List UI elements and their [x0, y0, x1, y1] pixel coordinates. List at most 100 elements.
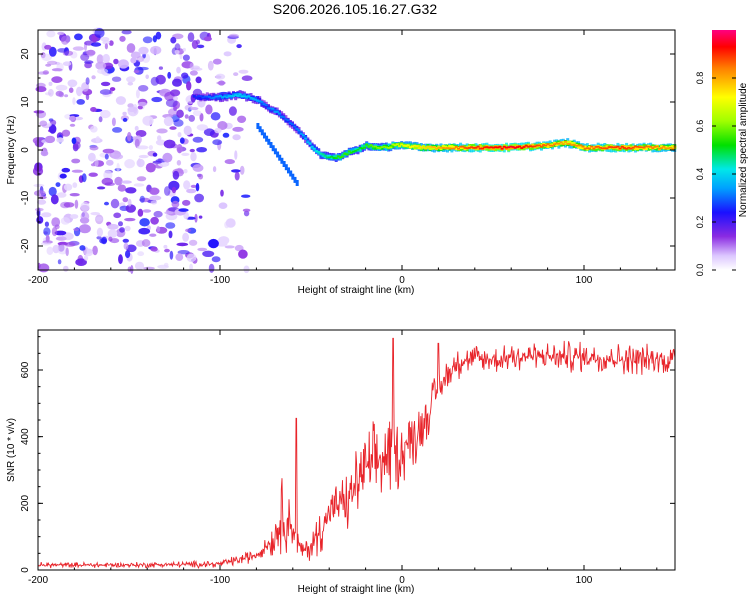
- noise-blob: [102, 148, 115, 154]
- ridge-segment: [671, 147, 674, 150]
- noise-blob: [123, 242, 129, 250]
- noise-blob: [234, 150, 238, 160]
- noise-blob: [134, 138, 140, 149]
- ridge-segment: [336, 155, 340, 158]
- noise-blob: [176, 160, 182, 166]
- noise-blob: [207, 60, 214, 71]
- noise-blob: [116, 162, 120, 173]
- ridge-branch-segment: [278, 154, 282, 161]
- ridge-segment: [618, 147, 622, 150]
- noise-blob: [33, 110, 45, 114]
- spectrogram-ridge: [192, 90, 677, 186]
- noise-blob: [95, 61, 107, 70]
- ridge-segment: [489, 146, 493, 149]
- ridge-branch-segment: [284, 164, 288, 171]
- noise-blob: [196, 124, 208, 131]
- noise-blob: [85, 77, 90, 85]
- noise-blob: [102, 53, 110, 64]
- noise-blob: [78, 224, 91, 234]
- ridge-segment: [238, 93, 242, 96]
- noise-blob: [69, 123, 76, 127]
- noise-blob: [71, 137, 77, 145]
- noise-blob: [64, 94, 69, 98]
- ridge-segment: [596, 145, 600, 148]
- ridge-segment: [620, 145, 624, 148]
- noise-blob: [44, 135, 56, 144]
- ridge-segment: [647, 145, 650, 148]
- noise-blob: [45, 234, 50, 243]
- ridge-segment: [297, 130, 301, 134]
- noise-blob: [122, 238, 129, 243]
- noise-blob: [145, 74, 149, 80]
- noise-blob: [90, 107, 97, 112]
- noise-blob: [125, 244, 137, 253]
- ridge-segment: [454, 146, 458, 148]
- snr-y-axis-label: SNR (10 * v/v): [6, 418, 17, 482]
- ridge-segment: [500, 147, 504, 150]
- ridge-segment: [417, 147, 421, 150]
- ridge-segment: [371, 145, 375, 148]
- ridge-segment: [459, 145, 463, 148]
- ridge-segment: [439, 146, 443, 149]
- ridge-segment: [308, 142, 312, 145]
- ridge-segment: [616, 145, 620, 148]
- noise-blob: [138, 154, 149, 159]
- y-tick-label: -10: [20, 190, 31, 205]
- noise-blob: [136, 145, 149, 150]
- noise-blob: [242, 208, 251, 212]
- ridge-branch-segment: [263, 132, 266, 139]
- noise-blob: [197, 247, 208, 252]
- ridge-segment: [487, 146, 491, 149]
- noise-blob: [216, 81, 226, 85]
- ridge-segment: [312, 148, 316, 152]
- ridge-segment: [496, 146, 500, 149]
- ridge-segment: [555, 143, 559, 147]
- ridge-segment: [251, 98, 255, 100]
- ridge-segment: [398, 142, 401, 146]
- ridge-segment: [349, 151, 353, 154]
- ridge-segment: [256, 99, 259, 102]
- y-tick-label: 200: [20, 495, 31, 512]
- noise-blob: [136, 158, 145, 168]
- noise-blob: [51, 68, 63, 72]
- noise-blob: [119, 35, 126, 42]
- ridge-segment: [352, 150, 356, 153]
- noise-blob: [36, 216, 44, 224]
- ridge-segment: [380, 146, 384, 150]
- noise-blob: [108, 40, 114, 46]
- noise-blob: [48, 88, 54, 97]
- ridge-segment: [291, 123, 294, 125]
- noise-blob: [97, 68, 109, 75]
- ridge-segment: [315, 147, 318, 153]
- spectrogram-y-axis-label: Frequency (Hz): [6, 116, 17, 185]
- ridge-segment: [387, 143, 391, 149]
- ridge-segment: [402, 144, 406, 147]
- noise-blob: [130, 57, 137, 64]
- noise-blob: [157, 135, 162, 141]
- noise-blob: [41, 212, 52, 218]
- noise-blob: [132, 136, 137, 140]
- ridge-segment: [238, 94, 242, 98]
- ridge-segment: [660, 147, 664, 149]
- noise-blob: [192, 136, 204, 143]
- noise-blob: [169, 250, 174, 260]
- ridge-segment: [374, 146, 377, 150]
- noise-blob: [91, 75, 96, 80]
- noise-blob: [157, 264, 170, 269]
- ridge-segment: [535, 144, 539, 147]
- spectrogram-y-axis: -20 -10 0 10 20: [20, 29, 675, 271]
- noise-blob: [55, 182, 61, 188]
- noise-blob: [80, 53, 90, 61]
- ridge-segment: [406, 144, 410, 148]
- ridge-segment: [347, 151, 351, 155]
- noise-blob: [68, 87, 74, 93]
- noise-blob: [195, 76, 202, 84]
- ridge-branch-segment: [293, 176, 297, 183]
- noise-blob: [186, 81, 192, 91]
- noise-blob: [233, 72, 239, 76]
- ridge-segment: [339, 156, 342, 159]
- noise-blob: [51, 76, 63, 83]
- noise-blob: [172, 78, 182, 87]
- ridge-segment: [546, 144, 550, 148]
